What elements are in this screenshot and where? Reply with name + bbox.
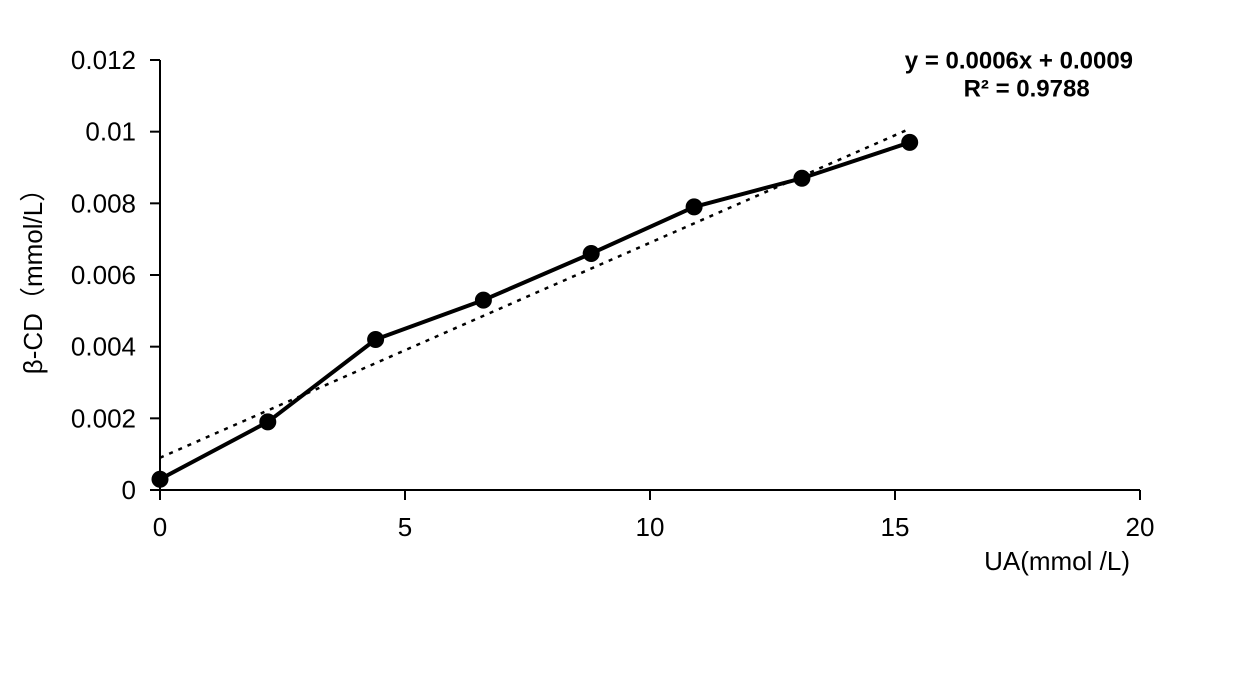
chart-stage: 0 5 10 15 20 0 0.002 0.004 0.006 0.008 0.01 0.012 UA… [0, 0, 1240, 676]
y-tick-label: 0.008 [71, 188, 136, 218]
y-axis-title: β-CD（mmol/L） [18, 176, 48, 374]
data-marker [260, 414, 276, 430]
data-marker [686, 199, 702, 215]
x-tick-label: 15 [881, 512, 910, 542]
y-tick-label: 0.01 [85, 117, 136, 147]
y-tick-label: 0.006 [71, 260, 136, 290]
r-squared-annotation: R² = 0.9788 [964, 76, 1090, 103]
x-axis-title: UA(mmol /L) [984, 546, 1130, 576]
chart-svg: 0 5 10 15 20 0 0.002 0.004 0.006 0.008 0.01 0.012 UA… [0, 0, 1240, 676]
y-tick-label: 0.004 [71, 332, 136, 362]
data-marker [475, 292, 491, 308]
x-tick-label: 5 [398, 512, 412, 542]
x-tick-label: 20 [1126, 512, 1155, 542]
y-tick-label: 0.012 [71, 45, 136, 75]
data-marker [794, 170, 810, 186]
data-marker [152, 471, 168, 487]
x-tick-label: 0 [153, 512, 167, 542]
x-tick-label: 10 [636, 512, 665, 542]
equation-annotation: y = 0.0006x + 0.0009 [905, 48, 1133, 75]
data-marker [902, 134, 918, 150]
data-marker [368, 332, 384, 348]
data-marker [583, 246, 599, 262]
y-tick-label: 0 [122, 475, 136, 505]
y-tick-label: 0.002 [71, 403, 136, 433]
